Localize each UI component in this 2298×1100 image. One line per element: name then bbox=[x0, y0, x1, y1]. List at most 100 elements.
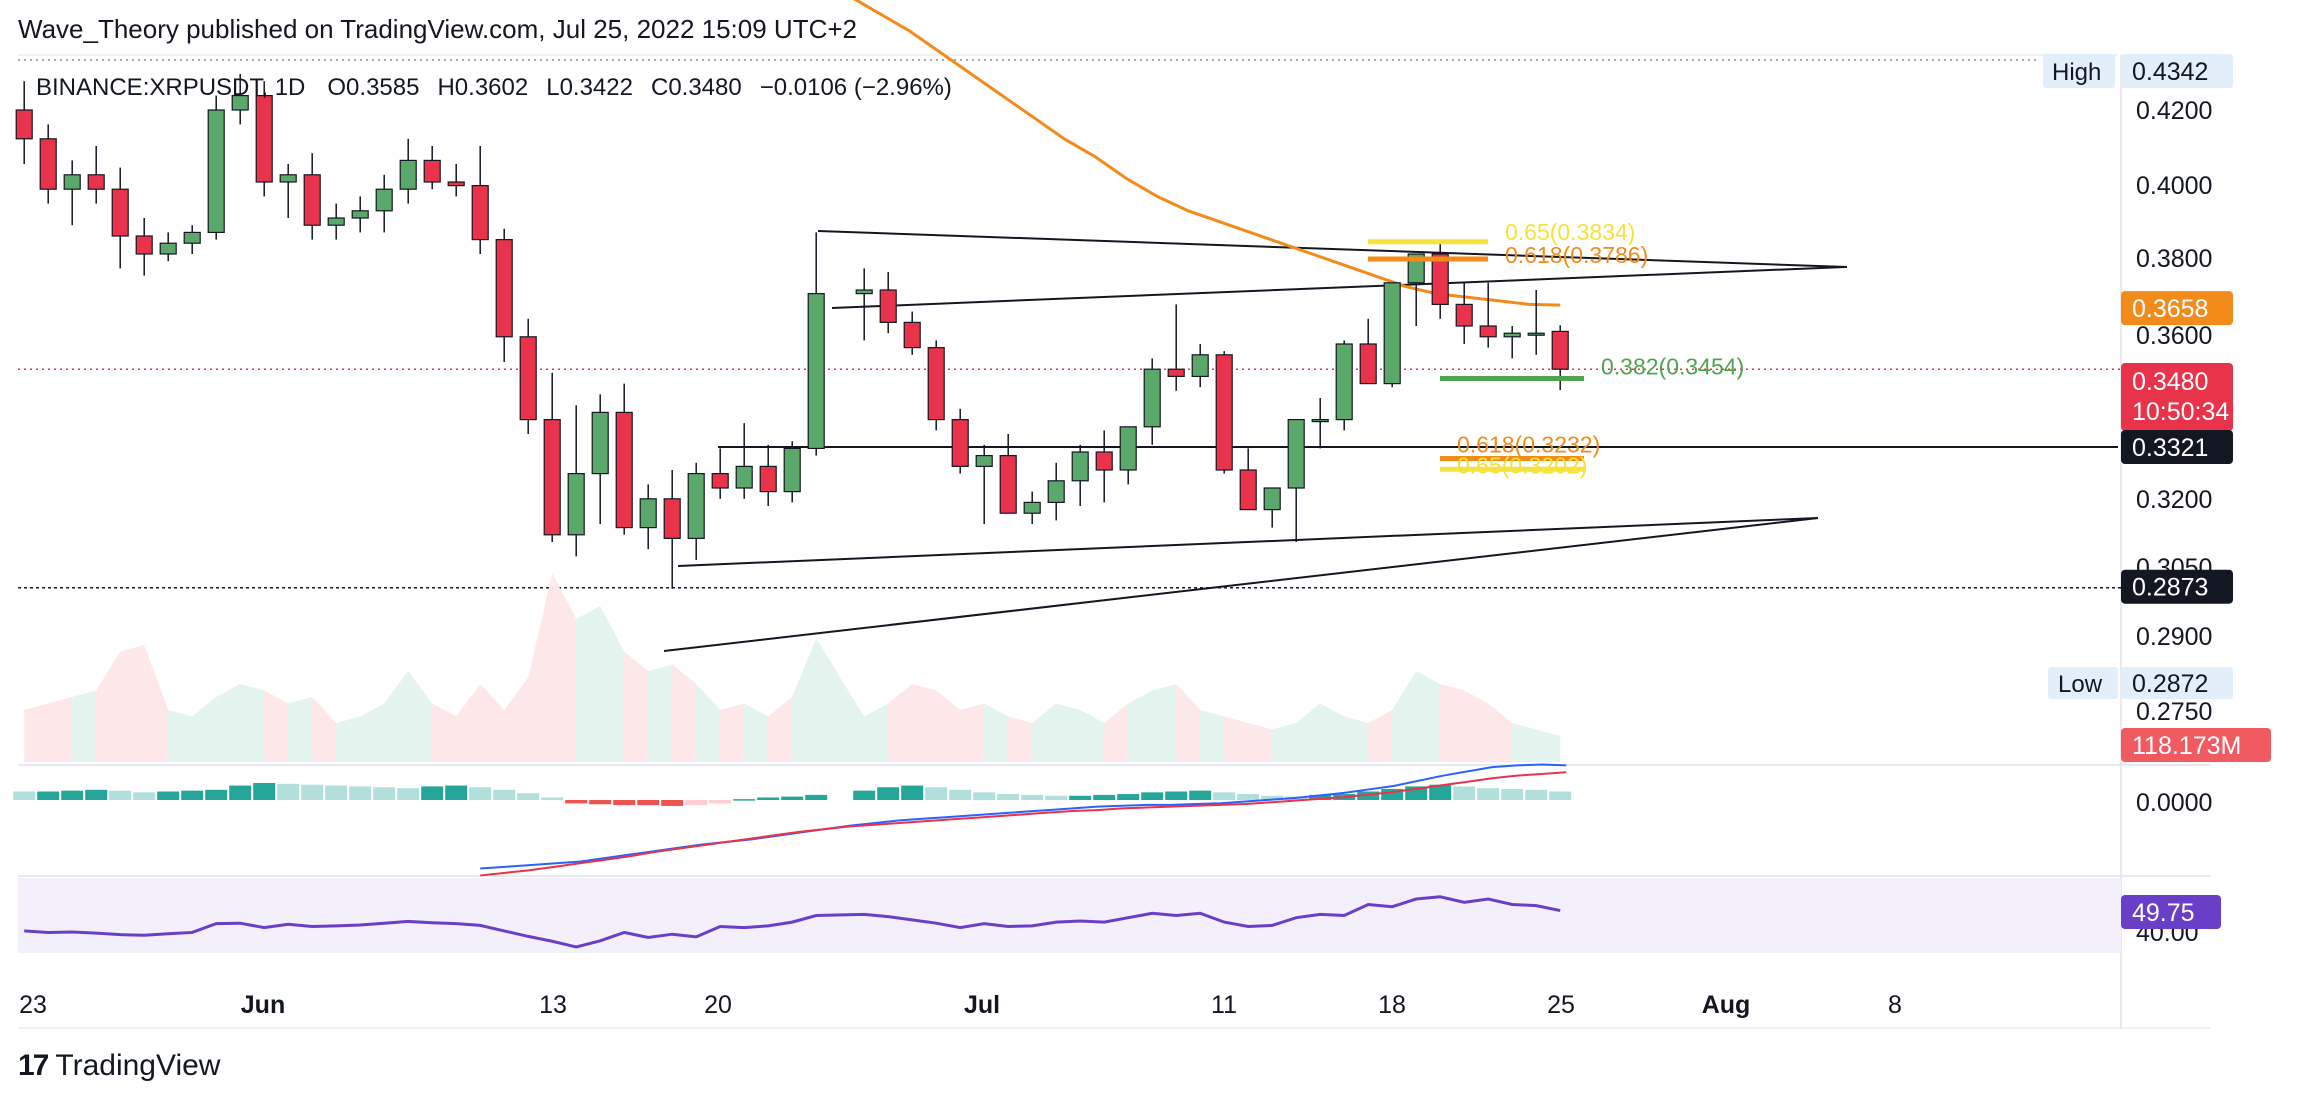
ma-value-tag: 0.3658 bbox=[2132, 295, 2208, 323]
logo-mark: 17 bbox=[18, 1049, 49, 1082]
candle-body bbox=[1287, 419, 1305, 489]
macd-histogram-bar bbox=[157, 791, 180, 800]
macd-histogram-bar bbox=[1549, 791, 1572, 800]
candle-body bbox=[975, 455, 993, 468]
high-value: 0.4342 bbox=[2132, 58, 2208, 86]
macd-histogram-bar bbox=[37, 791, 60, 800]
candle-body bbox=[591, 411, 609, 475]
lower-triangle-top bbox=[677, 517, 1819, 567]
macd-histogram-bar bbox=[1501, 788, 1524, 800]
candle-body bbox=[903, 321, 921, 349]
volume-area bbox=[912, 684, 937, 762]
upper-triangle-bottom bbox=[831, 266, 1846, 309]
macd-histogram-bar bbox=[1213, 792, 1236, 800]
macd-histogram-bar bbox=[781, 796, 804, 800]
lower-triangle-bottom bbox=[663, 517, 1819, 652]
candle-body bbox=[303, 174, 321, 226]
volume-area bbox=[672, 664, 697, 762]
volume-area bbox=[1320, 703, 1345, 762]
macd-histogram-bar bbox=[589, 800, 612, 805]
candle-body bbox=[1527, 332, 1545, 336]
time-tick-label: Jul bbox=[964, 991, 1000, 1019]
candle-body bbox=[1503, 332, 1521, 338]
time-tick-label: Aug bbox=[1702, 991, 1751, 1019]
volume-area bbox=[1152, 684, 1177, 762]
volume-area bbox=[120, 645, 145, 762]
candle-body bbox=[111, 188, 129, 237]
volume-area bbox=[720, 703, 745, 762]
candle-body bbox=[375, 188, 393, 212]
candle-body bbox=[879, 289, 897, 324]
price-tick-label: 0.3200 bbox=[2136, 486, 2212, 514]
volume-value-tag-bg bbox=[2121, 728, 2271, 762]
rsi-value-tag-bg bbox=[2121, 895, 2221, 929]
macd-histogram-bar bbox=[1045, 795, 1068, 800]
volume-area bbox=[288, 697, 313, 762]
candle-body bbox=[687, 473, 705, 540]
macd-histogram-bar bbox=[1165, 791, 1188, 800]
candle-body bbox=[1047, 480, 1065, 503]
candle-body bbox=[207, 109, 225, 234]
volume-area bbox=[816, 638, 865, 762]
volume-area bbox=[1224, 716, 1249, 762]
macd-histogram-bar bbox=[133, 792, 156, 800]
macd-histogram-bar bbox=[493, 789, 516, 800]
macd-histogram-bar bbox=[1069, 795, 1092, 800]
candle-body bbox=[423, 159, 441, 183]
macd-histogram-bar bbox=[349, 786, 372, 800]
level-value-tag: 0.3321 bbox=[2132, 434, 2208, 462]
ohlc-value: O0.3585 bbox=[327, 74, 419, 101]
volume-area bbox=[624, 651, 649, 762]
candle-body bbox=[1263, 487, 1281, 511]
volume-area bbox=[1368, 710, 1393, 762]
volume-area bbox=[312, 697, 337, 762]
candle-body bbox=[231, 94, 249, 111]
macd-histogram-bar bbox=[565, 800, 588, 804]
macd-histogram-bar bbox=[1525, 789, 1548, 800]
volume-area bbox=[264, 690, 289, 762]
macd-signal-line bbox=[480, 771, 1567, 877]
macd-histogram-bar bbox=[733, 799, 756, 801]
volume-area bbox=[576, 606, 601, 762]
time-tick-label: Jun bbox=[241, 991, 285, 1019]
candle-body bbox=[1119, 426, 1137, 471]
low-line-tag: 0.2873 bbox=[2132, 574, 2208, 602]
ohlc-value: −0.0106 (−2.96%) bbox=[760, 74, 952, 101]
candle-body bbox=[1215, 354, 1233, 471]
candle-body bbox=[1095, 451, 1113, 471]
volume-area bbox=[480, 684, 505, 762]
macd-histogram-bar bbox=[1381, 788, 1404, 800]
macd-histogram-bar bbox=[469, 787, 492, 800]
candle-body bbox=[1383, 282, 1401, 385]
volume-value-tag: 118.173M bbox=[2132, 732, 2241, 760]
macd-histogram-bar bbox=[1141, 792, 1164, 800]
macd-histogram-bar bbox=[949, 789, 972, 800]
candle-body bbox=[1239, 469, 1257, 511]
high-label-bg bbox=[2043, 54, 2115, 88]
macd-histogram-bar bbox=[445, 785, 468, 800]
volume-area bbox=[1248, 723, 1273, 762]
candle-body bbox=[39, 138, 57, 190]
price-tick-label: 0.3800 bbox=[2136, 245, 2212, 273]
macd-histogram-bar bbox=[877, 787, 900, 800]
volume-area bbox=[696, 684, 721, 762]
candle-body bbox=[1431, 253, 1449, 306]
volume-area bbox=[24, 703, 49, 762]
rsi-value-tag: 49.75 bbox=[2132, 899, 2195, 927]
ohlc-value: L0.3422 bbox=[546, 74, 633, 101]
macd-histogram-bar bbox=[661, 800, 684, 806]
macd-histogram-bar bbox=[517, 793, 540, 800]
macd-histogram-bar bbox=[853, 790, 876, 800]
volume-area bbox=[360, 703, 385, 762]
candle-body bbox=[1335, 343, 1353, 421]
macd-histogram-bar bbox=[1453, 786, 1476, 800]
rsi-line bbox=[24, 895, 1561, 949]
volume-area bbox=[72, 690, 97, 762]
macd-histogram-bar bbox=[973, 792, 996, 800]
volume-area bbox=[1464, 690, 1489, 762]
tradingview-logo-icon[interactable]: 17 TradingView bbox=[18, 1046, 220, 1086]
time-tick-label: 8 bbox=[1888, 991, 1902, 1019]
low-label: Low bbox=[2058, 671, 2103, 698]
volume-area bbox=[384, 671, 409, 762]
